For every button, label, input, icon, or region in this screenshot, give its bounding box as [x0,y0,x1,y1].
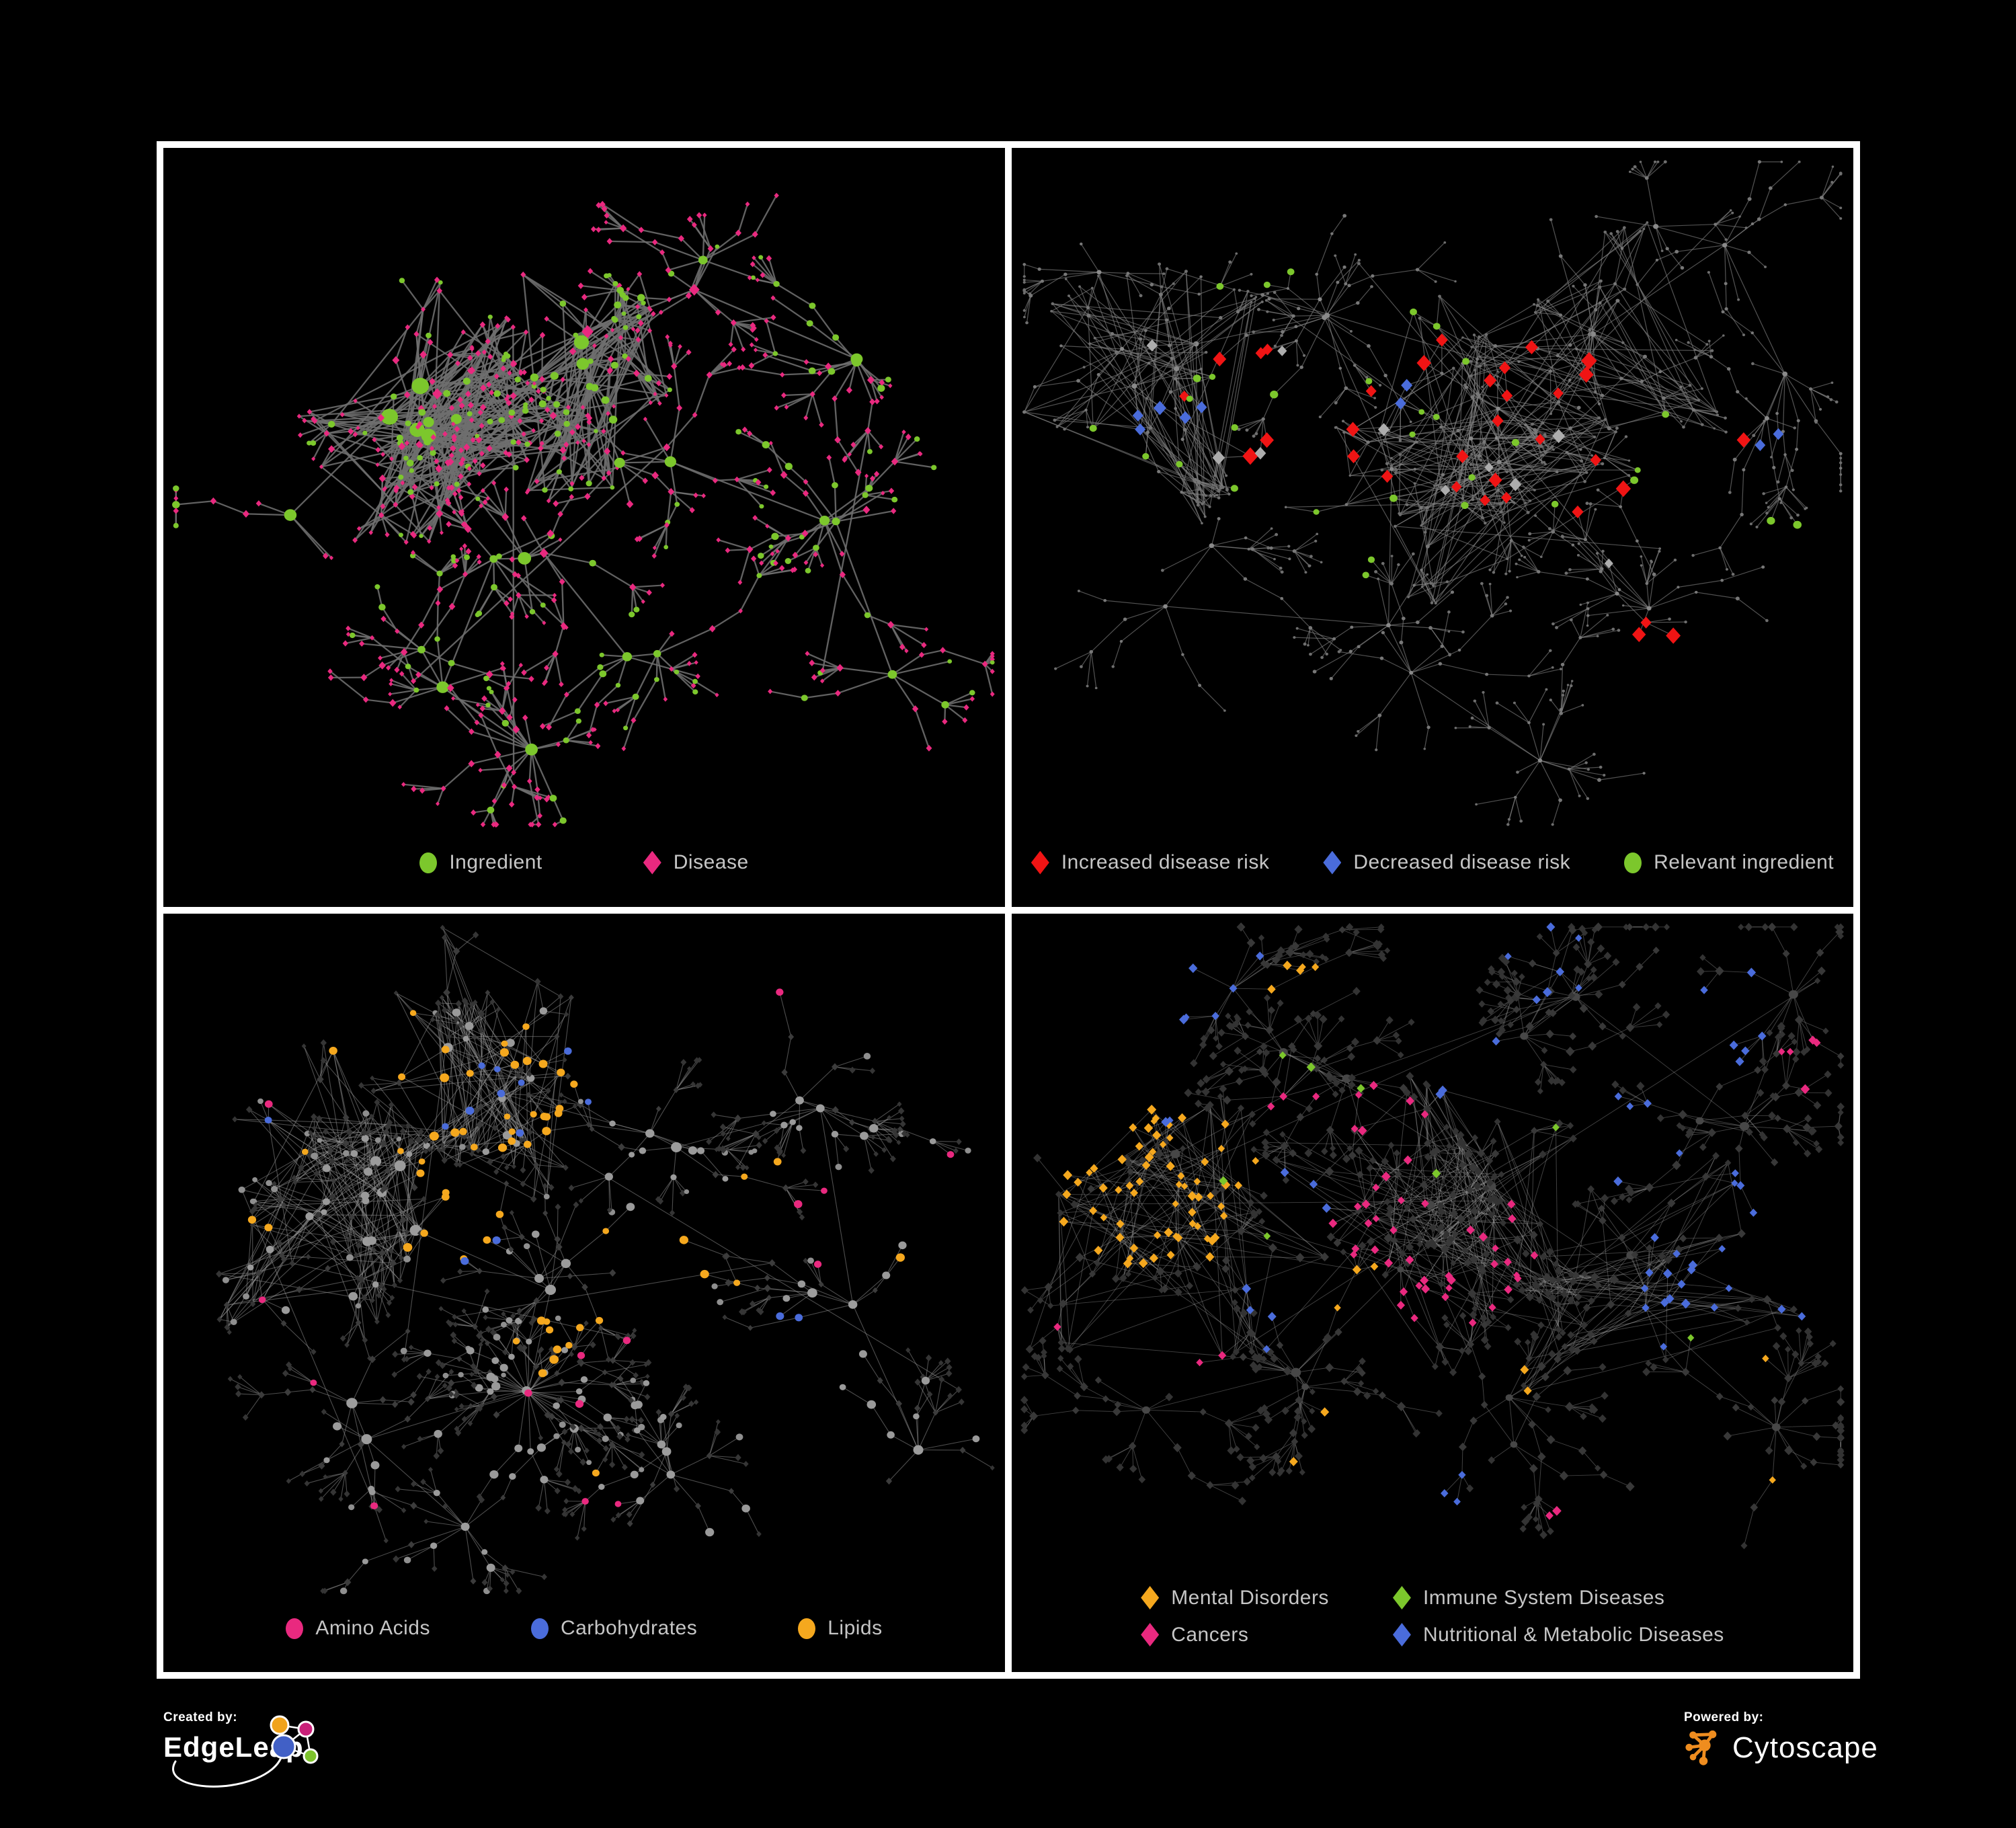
disease-categories-graph [1012,914,1853,1581]
legend-label: Carbohydrates [561,1617,697,1640]
diamond-swatch [1031,851,1049,875]
legend-label: Mental Disorders [1171,1587,1329,1610]
legend-label: Immune System Diseases [1423,1587,1664,1610]
powered-by-label: Powered by: [1684,1710,2000,1725]
legend-label: Increased disease risk [1061,851,1269,874]
legend-item-carbohydrates: Carbohydrates [531,1617,697,1640]
edgeleap-node-orange [271,1716,288,1734]
disease-risk-graph [1012,148,1853,846]
circle-swatch [286,1618,303,1639]
legend-disease-categories: Mental Disorders Immune System Diseases Ca… [1012,1581,1853,1672]
legend-item-amino-acids: Amino Acids [286,1617,430,1640]
legend-label: Amino Acids [315,1617,430,1640]
circle-swatch [1624,852,1642,873]
legend-item-relevant-ingredient: Relevant ingredient [1624,851,1834,874]
panel-grid: Ingredient Disease Increased disease risk… [157,141,1860,1679]
legend-ingredient-disease: Ingredient Disease [163,846,1005,907]
edgeleap-node-magenta [298,1722,313,1737]
legend-item-increased-disease-risk: Increased disease risk [1031,851,1269,875]
legend-label: Disease [674,851,749,874]
panel-nutrient-classes: Amino Acids Carbohydrates Lipids [160,910,1008,1676]
circle-swatch [419,852,437,873]
diamond-swatch [1141,1623,1159,1646]
legend-item-disease: Disease [643,851,749,875]
diamond-swatch [1393,1623,1411,1646]
diamond-swatch [1141,1586,1159,1610]
legend-item-immune-system-diseases: Immune System Diseases [1393,1586,1664,1610]
edgeleap-credit: Created by: EdgeLeap [163,1710,486,1828]
nutrient-classes-graph [163,914,1005,1612]
legend-item-mental-disorders: Mental Disorders [1141,1586,1329,1610]
edgeleap-node-blue [272,1735,295,1758]
legend-disease-risk: Increased disease risk Decreased disease … [1012,846,1853,907]
edgeleap-node-green [304,1749,317,1763]
cytoscape-logo [1684,1728,1723,1768]
panel-disease-risk: Increased disease risk Decreased disease … [1008,145,1857,910]
legend-nutrient-classes: Amino Acids Carbohydrates Lipids [163,1612,1005,1672]
legend-label: Cancers [1171,1624,1248,1646]
legend-item-ingredient: Ingredient [419,851,542,874]
legend-label: Decreased disease risk [1353,851,1570,874]
panel-ingredient-disease: Ingredient Disease [160,145,1008,910]
legend-item-lipids: Lipids [798,1617,882,1640]
diamond-swatch [643,851,661,875]
cytoscape-credit: Powered by: Cytoscape [1684,1710,2000,1768]
diamond-swatch [1323,851,1341,875]
circle-swatch [798,1618,815,1639]
panel-disease-categories: Mental Disorders Immune System Diseases Ca… [1008,910,1857,1676]
cytoscape-wordmark: Cytoscape [1732,1731,1878,1765]
legend-label: Lipids [828,1617,882,1640]
legend-label: Ingredient [449,851,542,874]
legend-item-cancers: Cancers [1141,1623,1248,1646]
circle-swatch [531,1618,549,1639]
legend-item-nutritional-metabolic-diseases: Nutritional & Metabolic Diseases [1393,1623,1724,1646]
ingredient-disease-graph [163,148,1005,846]
legend-item-decreased-disease-risk: Decreased disease risk [1323,851,1570,875]
edgeleap-logo [163,1710,486,1828]
edgeleap-swoosh [173,1756,282,1786]
legend-label: Nutritional & Metabolic Diseases [1423,1624,1724,1646]
diamond-swatch [1393,1586,1411,1610]
legend-label: Relevant ingredient [1654,851,1834,874]
